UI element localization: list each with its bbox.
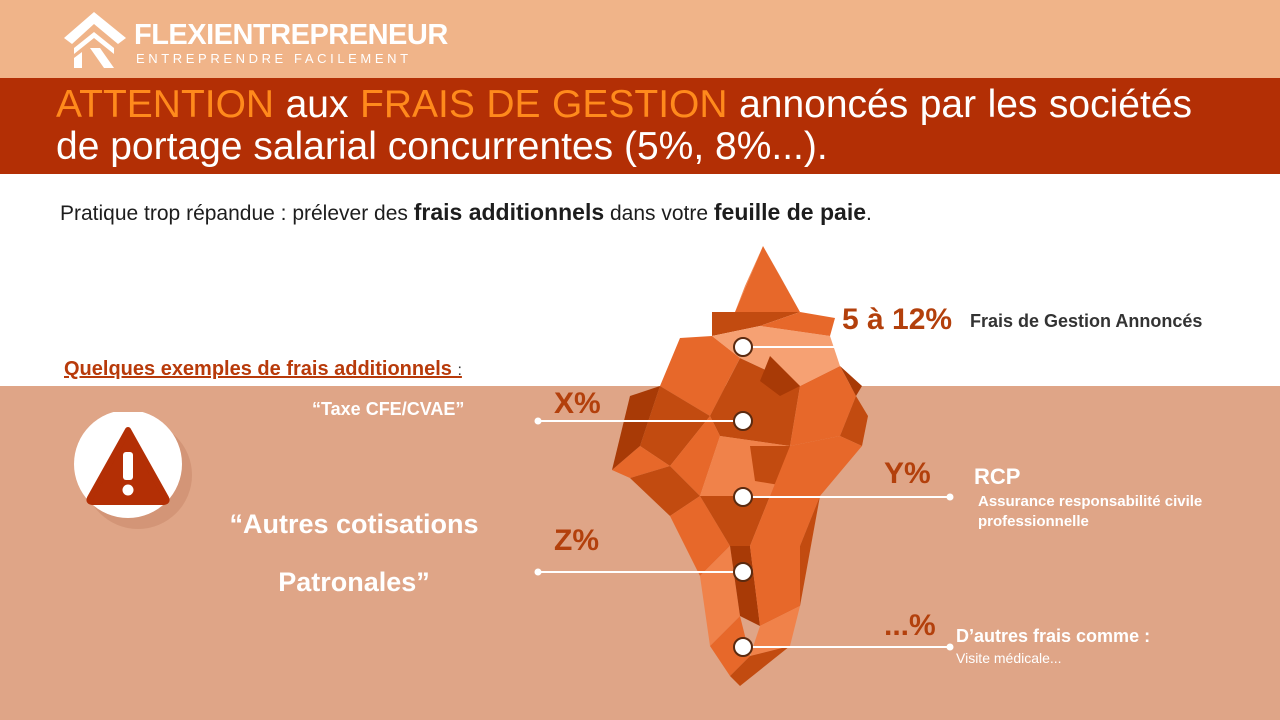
subtitle-part-1: Pratique trop répandue : prélever des <box>60 202 414 225</box>
percent-gestion: 5 à 12% <box>842 303 953 336</box>
label-cfe: “Taxe CFE/CVAE” <box>312 399 465 419</box>
brand-tagline: ENTREPRENDRE FACILEMENT <box>136 51 412 66</box>
label-rcp-description: Assurance responsabilité civile professi… <box>978 493 1203 530</box>
warning-triangle-icon <box>74 412 192 529</box>
brand-name: FLEXIENTREPRENEUR <box>134 19 448 51</box>
subtitle-bold-feuille: feuille de paie <box>713 199 866 225</box>
label-autres-frais-description: Visite médicale... <box>956 650 1062 666</box>
title-accent-attention: ATTENTION <box>56 83 275 126</box>
title-band <box>0 78 1280 174</box>
page-title: ATTENTION aux FRAIS DE GESTION annoncés … <box>56 84 1192 168</box>
header-band <box>0 0 1280 78</box>
subtitle: Pratique trop répandue : prélever des fr… <box>60 198 872 228</box>
label-gestion: Frais de Gestion Annoncés <box>970 311 1203 331</box>
percent-rcp: Y% <box>884 457 931 490</box>
title-accent-frais: FRAIS DE GESTION <box>360 83 728 126</box>
autres-cotisations-line-1: “Autres cotisations <box>229 509 479 539</box>
subtitle-part-2: dans votre <box>604 202 714 225</box>
subtitle-bold-frais: frais additionnels <box>413 199 605 225</box>
examples-heading-text: Quelques exemples de frais additionnels <box>64 358 458 380</box>
examples-heading: Quelques exemples de frais additionnels … <box>64 355 462 385</box>
house-roof-logo-icon <box>64 12 126 68</box>
label-autres-frais: D’autres frais comme : <box>956 626 1151 646</box>
subtitle-part-3: . <box>866 202 872 225</box>
label-rcp: RCP <box>974 464 1021 489</box>
white-zone <box>0 174 1280 386</box>
iceberg-illustration <box>612 246 868 686</box>
percent-cfe: X% <box>554 387 601 420</box>
title-text-rest: annoncés par les sociétés de portage sal… <box>56 83 1192 168</box>
title-text-aux: aux <box>274 83 360 126</box>
percent-autres-frais: ...% <box>884 609 936 642</box>
examples-colon: : <box>457 362 462 379</box>
percent-patronales: Z% <box>554 524 599 557</box>
autres-cotisations-line-2: Patronales” <box>278 567 430 597</box>
